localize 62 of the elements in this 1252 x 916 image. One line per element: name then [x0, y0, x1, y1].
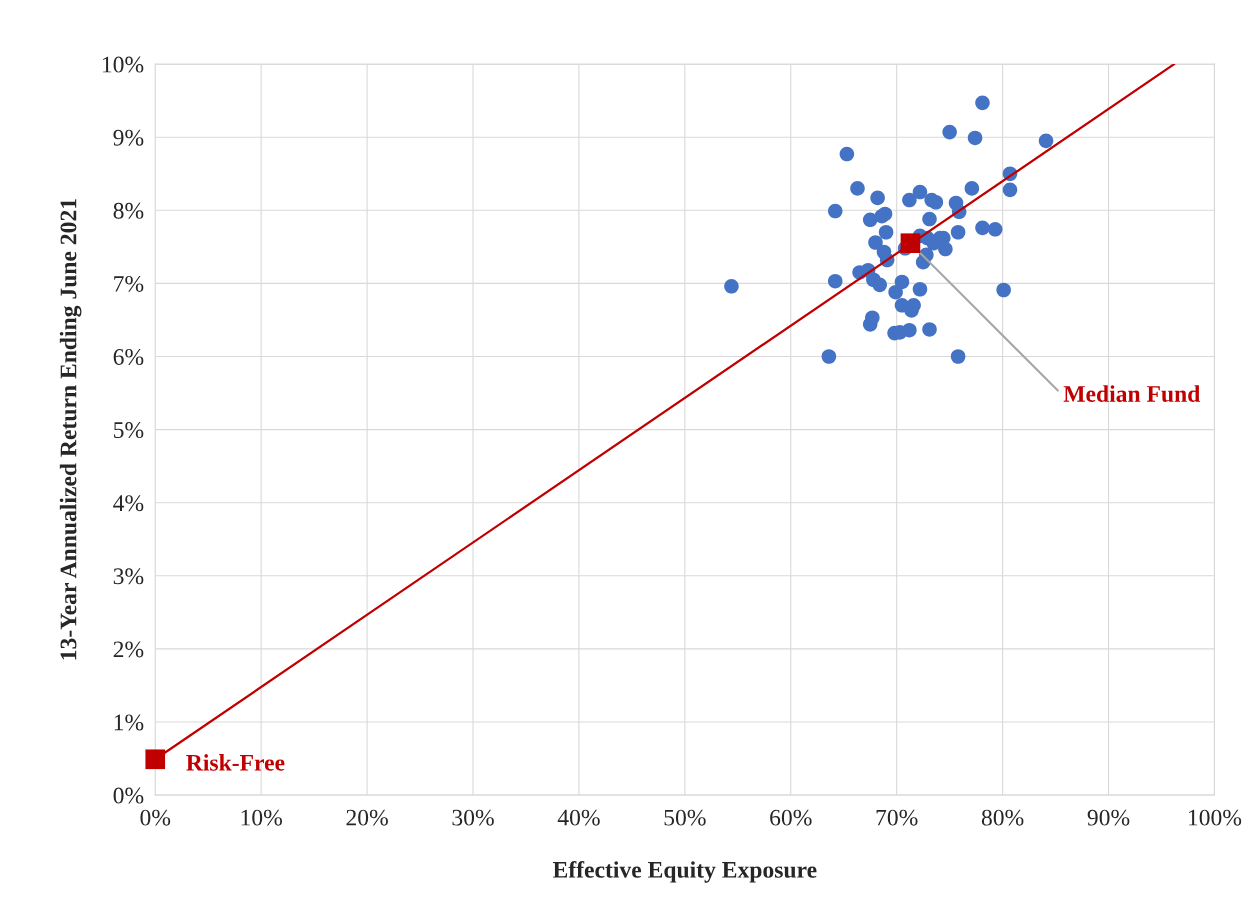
point: [902, 322, 917, 338]
point: [724, 279, 739, 294]
point: [950, 224, 966, 240]
x-axis-title: Effective Equity Exposure: [552, 860, 817, 883]
point: [1038, 133, 1054, 149]
point: [912, 184, 928, 200]
x-tick-label: 20%: [346, 809, 388, 826]
x-tick-label: 70%: [876, 809, 918, 826]
x-tick-label: 60%: [770, 809, 812, 826]
point: [975, 95, 990, 111]
point: [821, 349, 837, 364]
point: [942, 124, 957, 140]
x-tick-label: 30%: [452, 809, 494, 826]
point: [145, 749, 166, 770]
point: [975, 220, 990, 236]
point: [872, 277, 888, 293]
y-tick-label: 4%: [113, 495, 144, 512]
point: [996, 282, 1011, 298]
point: [827, 203, 843, 219]
y-tick-label: 3%: [113, 568, 144, 585]
point: [862, 212, 878, 228]
point: [912, 281, 928, 297]
x-tick-label: 100%: [1188, 809, 1242, 826]
y-tick-label: 2%: [113, 641, 144, 658]
y-tick-label: 9%: [113, 129, 144, 146]
y-tick-label: 6%: [113, 349, 144, 366]
y-tick-label: 0%: [113, 787, 144, 804]
point: [827, 273, 843, 289]
point: [1002, 182, 1018, 198]
point: [906, 298, 921, 313]
point: [950, 349, 966, 364]
x-tick-label: 0%: [140, 809, 171, 826]
point: [900, 233, 921, 254]
point: [868, 235, 883, 250]
point: [839, 146, 855, 162]
point: [987, 222, 1003, 237]
point: [922, 211, 937, 227]
point: [902, 192, 917, 208]
point: [967, 130, 983, 146]
x-tick-label: 40%: [557, 809, 600, 826]
y-tick-label: 8%: [113, 202, 144, 219]
point: [894, 274, 910, 290]
point: [865, 310, 880, 326]
annotation: Risk-Free: [186, 754, 285, 771]
x-tick-label: 90%: [1087, 809, 1130, 826]
point: [938, 241, 953, 257]
point: [964, 181, 980, 196]
point: [850, 181, 865, 196]
point: [878, 224, 894, 240]
y-tick-label: 7%: [114, 275, 144, 292]
y-tick-label: 5%: [114, 422, 144, 439]
y-tick-label: 10%: [102, 56, 144, 73]
x-tick-label: 80%: [981, 809, 1024, 826]
y-axis-title: 13-Year Annualized Return Ending June 2021: [59, 199, 82, 660]
annotation: Median Fund: [1063, 385, 1201, 402]
x-tick-label: 50%: [664, 809, 706, 826]
point: [870, 190, 885, 206]
x-tick-label: 10%: [241, 809, 282, 826]
y-tick-label: 1%: [114, 714, 144, 731]
point: [922, 322, 937, 337]
point: [888, 284, 903, 300]
point: [928, 194, 944, 210]
